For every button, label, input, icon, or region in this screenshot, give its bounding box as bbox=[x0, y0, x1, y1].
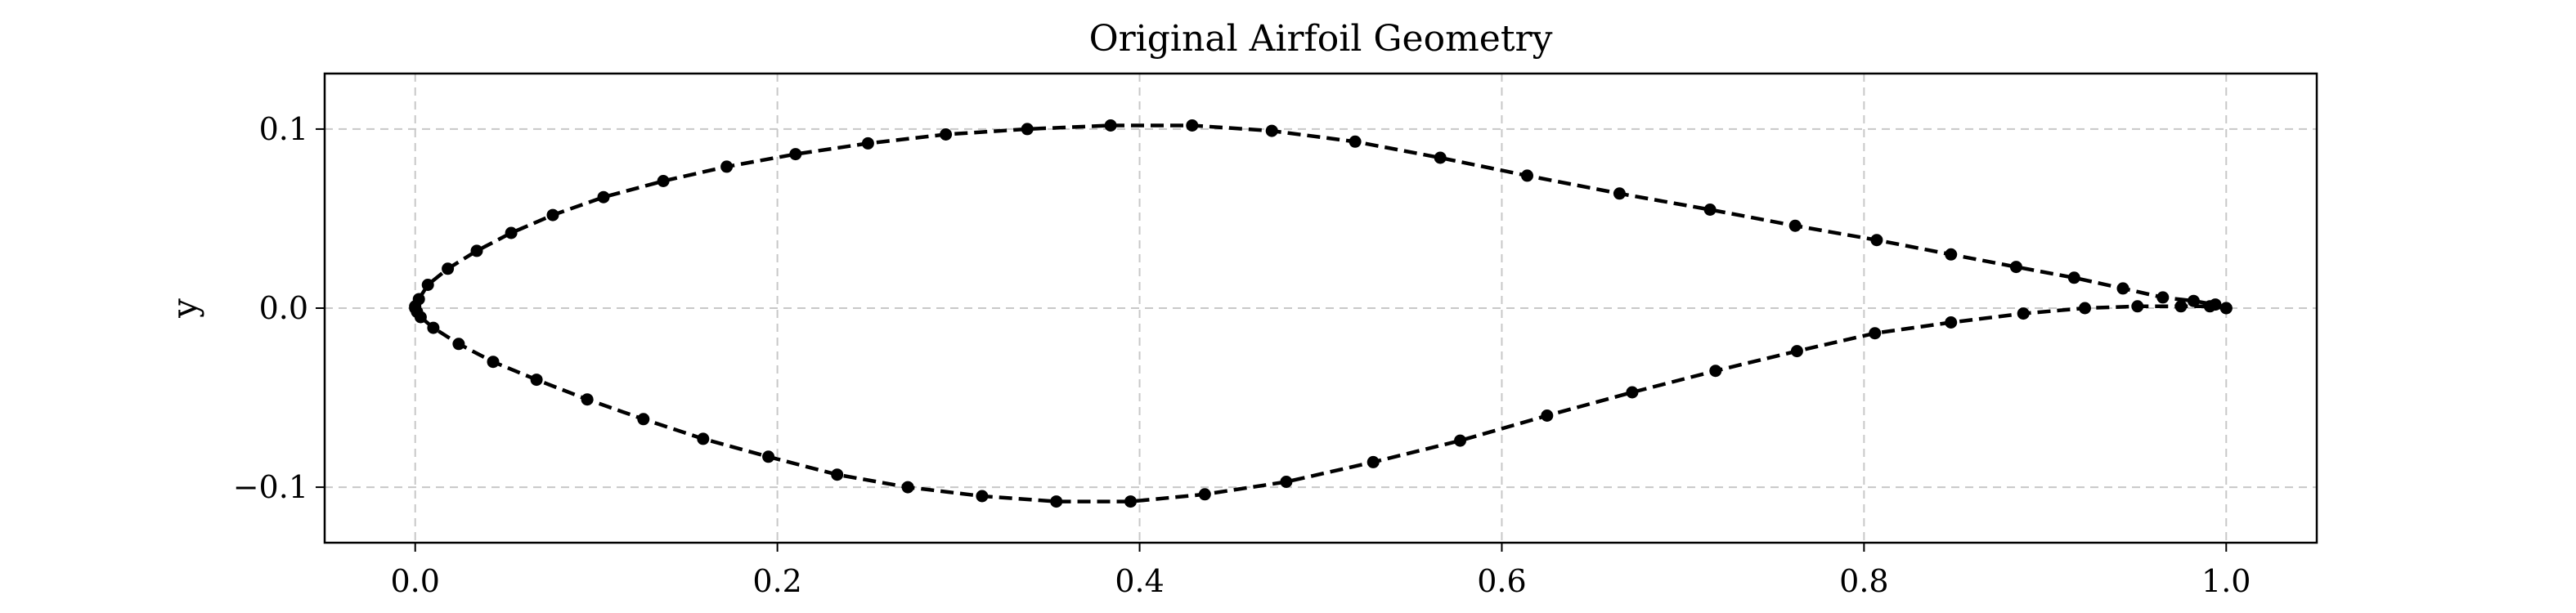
airfoil-data-point bbox=[2017, 307, 2030, 320]
airfoil-data-point bbox=[1454, 434, 1466, 447]
airfoil-data-point bbox=[1703, 204, 1717, 216]
airfoil-data-point bbox=[505, 226, 518, 239]
airfoil-data-point bbox=[470, 244, 483, 257]
airfoil-data-point bbox=[530, 374, 543, 387]
airfoil-data-point bbox=[442, 262, 455, 275]
airfoil-data-point bbox=[1434, 151, 1447, 164]
airfoil-data-point bbox=[597, 190, 610, 204]
airfoil-data-point bbox=[452, 338, 465, 351]
airfoil-data-point bbox=[1050, 495, 1063, 508]
airfoil-data-point bbox=[637, 413, 650, 426]
airfoil-data-point bbox=[940, 128, 953, 141]
airfoil-data-point bbox=[2067, 271, 2080, 284]
airfoil-data-point bbox=[789, 148, 802, 161]
airfoil-data-point bbox=[2156, 291, 2170, 304]
airfoil-data-point bbox=[2131, 300, 2144, 313]
airfoil-data-point bbox=[831, 468, 844, 481]
y-tick-label: 0.0 bbox=[259, 290, 308, 326]
airfoil-data-point bbox=[762, 450, 775, 463]
x-tick-label: 0.6 bbox=[1477, 563, 1526, 599]
airfoil-data-point bbox=[414, 311, 427, 324]
airfoil-data-point bbox=[1869, 327, 1882, 340]
airfoil-data-point bbox=[1198, 488, 1211, 501]
x-tick-label: 0.8 bbox=[1839, 563, 1888, 599]
x-tick-label: 0.0 bbox=[391, 563, 440, 599]
airfoil-marker-layer bbox=[409, 119, 2233, 508]
airfoil-data-point bbox=[2219, 302, 2233, 315]
tick-layer: 0.0 0.2 0.4 0.6 0.8 1.0 −0.1 0.0 0.1 bbox=[233, 111, 2251, 599]
airfoil-data-point bbox=[861, 136, 874, 150]
chart-title: Original Airfoil Geometry bbox=[1089, 18, 1553, 60]
airfoil-data-point bbox=[581, 393, 594, 406]
airfoil-data-point bbox=[1870, 234, 1883, 247]
airfoil-data-point bbox=[976, 490, 989, 503]
y-tick-label: 0.1 bbox=[259, 111, 308, 147]
airfoil-data-point bbox=[1613, 187, 1626, 200]
airfoil-data-point bbox=[1626, 386, 1639, 399]
airfoil-data-point bbox=[2187, 294, 2200, 307]
airfoil-data-point bbox=[1124, 495, 1137, 508]
y-tick-label: −0.1 bbox=[233, 469, 308, 505]
airfoil-data-point bbox=[657, 175, 670, 187]
airfoil-data-point bbox=[1945, 316, 1958, 329]
airfoil-data-point bbox=[1186, 119, 1199, 132]
airfoil-data-point bbox=[1788, 219, 1802, 232]
airfoil-data-point bbox=[546, 208, 559, 221]
airfoil-data-point bbox=[2009, 261, 2022, 274]
airfoil-data-point bbox=[697, 432, 710, 445]
y-axis-label: y bbox=[164, 298, 204, 319]
airfoil-data-point bbox=[1790, 345, 1803, 358]
airfoil-data-point bbox=[2203, 300, 2216, 313]
airfoil-data-point bbox=[1945, 248, 1958, 261]
airfoil-data-point bbox=[487, 356, 500, 369]
airfoil-data-point bbox=[1541, 409, 1554, 422]
airfoil-data-point bbox=[1104, 119, 1117, 132]
x-tick-label: 0.2 bbox=[752, 563, 801, 599]
airfoil-data-point bbox=[1367, 455, 1380, 468]
airfoil-data-point bbox=[2079, 302, 2091, 315]
airfoil-data-point bbox=[720, 160, 734, 173]
airfoil-data-point bbox=[421, 279, 434, 291]
airfoil-data-point bbox=[1521, 169, 1533, 182]
airfoil-data-point bbox=[1349, 135, 1362, 148]
airfoil-data-point bbox=[2116, 282, 2129, 295]
airfoil-data-point bbox=[2174, 300, 2188, 313]
airfoil-data-point bbox=[1265, 124, 1278, 137]
x-tick-label: 1.0 bbox=[2201, 563, 2251, 599]
airfoil-data-point bbox=[1280, 476, 1293, 488]
airfoil-data-point bbox=[1021, 123, 1034, 136]
x-tick-label: 0.4 bbox=[1115, 563, 1164, 599]
airfoil-data-point bbox=[901, 481, 914, 494]
airfoil-data-point bbox=[1709, 365, 1722, 378]
airfoil-data-point bbox=[427, 321, 440, 334]
grid-layer bbox=[325, 74, 2317, 543]
